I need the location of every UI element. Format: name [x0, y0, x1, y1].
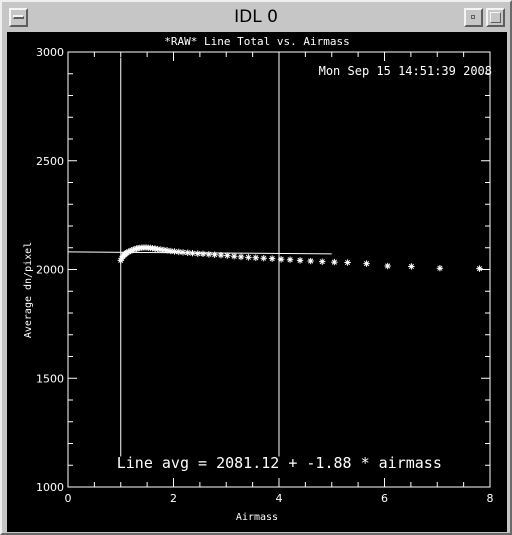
x-tick-label: 2 [170, 492, 177, 505]
data-point [184, 249, 191, 256]
data-point [384, 262, 391, 270]
data-point [175, 248, 182, 256]
timestamp: Mon Sep 15 14:51:39 2008 [319, 64, 492, 78]
data-point [344, 259, 351, 266]
data-point [296, 257, 304, 264]
data-point [127, 247, 134, 255]
data-point [252, 254, 259, 261]
data-point [408, 263, 415, 270]
data-point [117, 257, 124, 264]
fit-line [67, 251, 332, 255]
y-tick-label: 2500 [36, 155, 64, 168]
window-title: IDL 0 [234, 7, 278, 27]
x-tick-label: 0 [65, 492, 72, 505]
data-point [211, 251, 218, 258]
data-point [319, 258, 326, 265]
data-point [189, 249, 196, 257]
fit-annotation: Line avg = 2081.12 + -1.88 * airmass [117, 454, 442, 472]
chart-title: *RAW* Line Total vs. Airmass [164, 35, 349, 48]
y-axis-label: Average dn/pixel [23, 242, 34, 338]
data-point [260, 254, 267, 262]
maximize-icon [490, 12, 501, 23]
title-bar[interactable]: IDL 0 [6, 6, 506, 30]
data-point [217, 251, 225, 259]
maximize-button[interactable] [486, 8, 505, 27]
data-point [171, 248, 178, 255]
data-point [230, 253, 238, 260]
window-menu-button[interactable] [9, 8, 28, 27]
x-tick-label: 8 [487, 492, 494, 505]
data-point [245, 254, 252, 261]
y-tick-label: 2000 [36, 264, 64, 277]
data-point [363, 260, 370, 267]
data-point [163, 247, 171, 254]
data-point [123, 249, 131, 256]
window-menu-icon [13, 15, 24, 19]
x-tick-label: 6 [381, 492, 388, 505]
data-point [128, 247, 136, 254]
data-point [268, 255, 276, 262]
data-point [130, 246, 137, 253]
data-point [224, 252, 231, 259]
plot-svg: *RAW* Line Total vs. Airmass Mon Sep 15 … [23, 35, 494, 523]
plot-elements: 0 2 4 6 8 1000 1500 2000 2500 3000 [36, 46, 494, 505]
y-tick-label: 3000 [36, 46, 64, 59]
data-point [125, 248, 132, 255]
data-point [194, 250, 201, 257]
data-point [436, 264, 444, 272]
minimize-button[interactable] [464, 8, 483, 27]
data-point [237, 253, 245, 261]
data-point [476, 265, 483, 272]
data-point [277, 256, 285, 263]
y-tick-label: 1000 [36, 481, 64, 494]
x-tick-label: 4 [276, 492, 283, 505]
plot-canvas: *RAW* Line Total vs. Airmass Mon Sep 15 … [7, 32, 507, 532]
data-point [199, 250, 207, 258]
minimize-icon [471, 15, 475, 19]
x-axis-label: Airmass [236, 512, 278, 523]
y-tick-label: 1500 [36, 372, 64, 385]
data-point [331, 258, 338, 266]
data-point [167, 247, 175, 255]
data-point [179, 249, 187, 256]
data-point [205, 251, 213, 258]
data-point [307, 257, 314, 265]
data-point [286, 256, 294, 263]
